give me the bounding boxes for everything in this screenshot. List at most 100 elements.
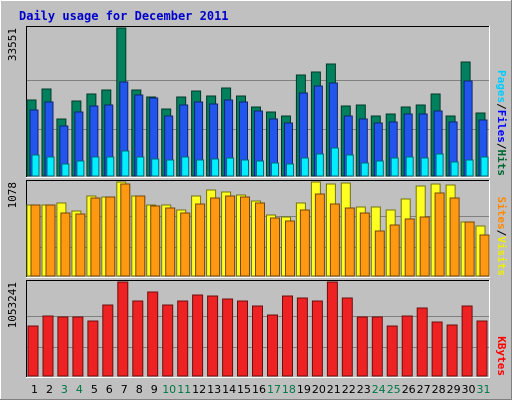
legend-entry: /	[495, 103, 508, 110]
x-tick-label: 4	[76, 383, 83, 396]
bar-sites-day-2	[45, 204, 56, 277]
bar-sites-day-18	[285, 220, 295, 277]
bar-kbytes-day-29	[446, 324, 458, 377]
bar-sites-day-28	[434, 192, 445, 277]
bar-sites-day-26	[404, 218, 415, 277]
x-tick-label: 21	[327, 383, 341, 396]
bar-sites-day-5	[90, 197, 101, 277]
bar-kbytes-day-12	[192, 294, 204, 377]
x-tick-label: 7	[121, 383, 128, 396]
series-pages	[31, 147, 489, 177]
panel-visits: 1078 Sites/Visits	[6, 180, 508, 278]
bar-kbytes-day-25	[386, 325, 398, 377]
bar-pages-day-30	[465, 159, 474, 177]
bar-pages-day-17	[271, 162, 279, 177]
bar-kbytes-day-1	[27, 325, 39, 377]
bar-pages-day-15	[241, 159, 249, 177]
bar-kbytes-day-31	[476, 320, 488, 377]
bar-sites-day-1	[30, 204, 41, 277]
bar-kbytes-day-20	[311, 300, 323, 377]
bar-pages-day-25	[390, 157, 399, 177]
y-max-label: 33551	[6, 28, 19, 61]
chart-panels: 33551Pages/Files/Hits1078Sites/Visits105…	[6, 26, 508, 378]
bar-kbytes-day-9	[147, 291, 159, 377]
x-tick-label: 18	[282, 383, 296, 396]
bar-kbytes-day-5	[87, 320, 99, 377]
bar-sites-day-17	[270, 217, 280, 277]
bar-pages-day-3	[61, 163, 70, 177]
bar-sites-day-27	[419, 216, 430, 277]
x-tick-label: 10	[162, 383, 176, 396]
bar-kbytes-day-15	[237, 300, 248, 377]
x-tick-label: 6	[106, 383, 113, 396]
series-kbytes	[27, 281, 488, 377]
legend-entry: KBytes	[495, 336, 508, 376]
bar-sites-day-9	[150, 205, 161, 277]
x-tick-label: 3	[61, 383, 68, 396]
bar-sites-day-20	[314, 193, 325, 277]
bar-kbytes-day-14	[222, 298, 234, 377]
bar-kbytes-day-27	[416, 307, 428, 377]
bar-pages-day-16	[256, 160, 264, 177]
bar-pages-day-29	[450, 161, 459, 177]
bar-sites-day-14	[225, 195, 236, 277]
bar-kbytes-day-6	[102, 304, 114, 377]
bar-pages-day-1	[31, 154, 40, 177]
bar-pages-day-11	[181, 156, 190, 177]
bar-pages-day-20	[315, 153, 324, 177]
bar-kbytes-day-10	[162, 304, 174, 377]
x-tick-label: 30	[462, 383, 476, 396]
x-tick-label: 9	[151, 383, 158, 396]
x-tick-label: 22	[342, 383, 356, 396]
panel-legend: Sites/Visits	[495, 197, 508, 277]
bar-sites-day-25	[389, 224, 400, 277]
bar-sites-day-21	[329, 203, 340, 277]
bar-pages-day-5	[91, 156, 100, 177]
x-tick-label: 11	[177, 383, 191, 396]
bar-sites-day-7	[120, 183, 131, 277]
bar-kbytes-day-17	[267, 314, 278, 377]
x-axis: 1 2 3 4 5 6 7 8 9 10 11 12 13 14 15 16 17 18 19 20 21 22 23 24 2…	[31, 383, 491, 396]
bar-kbytes-day-3	[57, 316, 69, 377]
bar-pages-day-2	[46, 156, 55, 177]
panel-legend: KBytes	[495, 336, 508, 376]
bar-sites-day-6	[105, 196, 116, 277]
bar-kbytes-day-26	[401, 315, 413, 377]
x-tick-label: 17	[267, 383, 281, 396]
bar-sites-day-4	[75, 213, 86, 277]
bar-sites-day-10	[165, 207, 176, 277]
bar-pages-day-23	[360, 162, 369, 177]
legend-entry: /	[495, 230, 508, 237]
legend-entry: Hits	[495, 150, 508, 177]
bar-kbytes-day-23	[356, 316, 368, 377]
bar-kbytes-day-13	[207, 295, 219, 377]
x-tick-label: 15	[237, 383, 251, 396]
x-tick-label: 14	[222, 383, 236, 396]
bar-sites-day-13	[210, 197, 221, 277]
bar-kbytes-day-7	[117, 281, 129, 377]
bar-sites-day-12	[195, 203, 206, 277]
bar-pages-day-22	[345, 154, 354, 177]
legend-entry: Pages	[495, 70, 508, 103]
bar-pages-day-14	[226, 157, 235, 177]
x-tick-label: 8	[136, 383, 143, 396]
bar-pages-day-9	[151, 158, 160, 177]
x-tick-label: 28	[432, 383, 446, 396]
x-tick-label: 23	[357, 383, 371, 396]
x-tick-label: 27	[417, 383, 431, 396]
bar-pages-day-13	[211, 158, 220, 177]
bar-sites-day-19	[299, 209, 310, 277]
bar-sites-day-30	[464, 221, 475, 277]
bar-kbytes-day-19	[296, 297, 308, 377]
bar-pages-day-12	[196, 159, 205, 177]
bar-kbytes-day-16	[252, 305, 263, 377]
legend-entry: Files	[495, 110, 508, 143]
bar-pages-day-26	[405, 156, 414, 177]
bar-sites-day-23	[359, 212, 370, 277]
x-tick-label: 24	[372, 383, 386, 396]
bar-sites-day-16	[255, 202, 265, 277]
bar-kbytes-day-30	[461, 305, 473, 377]
bar-sites-day-15	[240, 196, 250, 277]
bar-sites-day-29	[449, 197, 460, 277]
